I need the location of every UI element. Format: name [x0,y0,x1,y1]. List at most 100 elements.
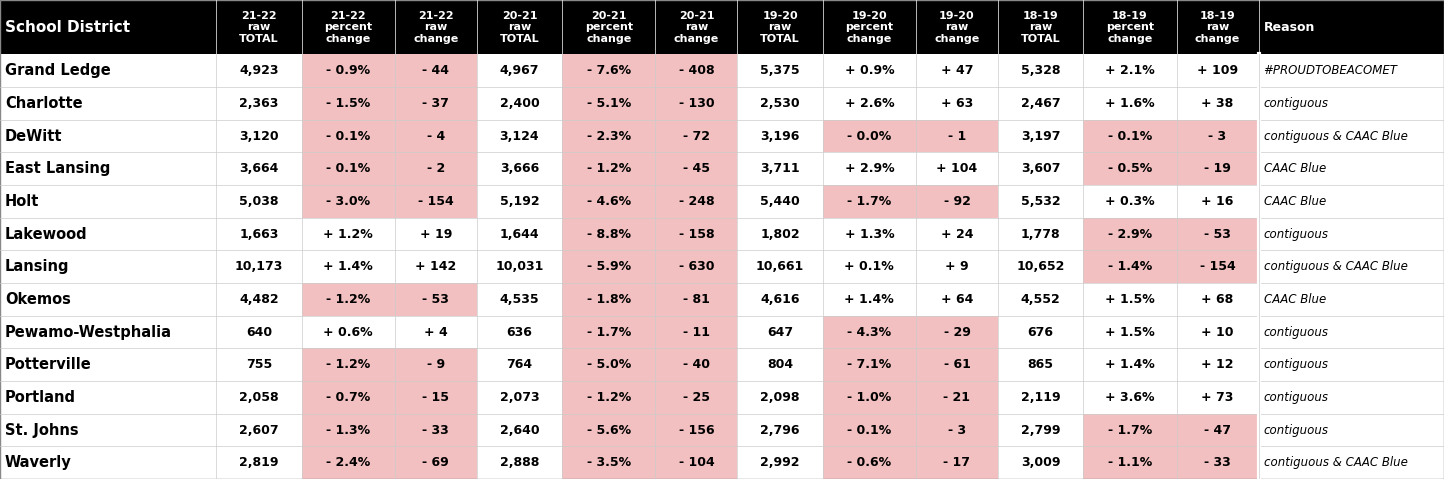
Bar [1177,446,1259,479]
Bar [1259,185,1444,218]
Text: - 47: - 47 [1204,423,1232,436]
Bar [656,446,738,479]
Text: - 53: - 53 [423,293,449,306]
Text: + 64: + 64 [941,293,973,306]
Bar [302,0,394,55]
Bar [562,0,656,55]
Bar [823,87,915,120]
Text: Pewamo-Westphalia: Pewamo-Westphalia [4,325,172,340]
Bar [1177,251,1259,283]
Bar [0,120,217,152]
Bar [394,316,477,348]
Bar [998,55,1083,87]
Bar [302,283,394,316]
Text: 2,796: 2,796 [761,423,800,436]
Text: - 1.7%: - 1.7% [848,195,891,208]
Text: + 9: + 9 [946,260,969,273]
Bar [477,348,562,381]
Text: - 81: - 81 [683,293,710,306]
Bar [1177,381,1259,414]
Bar [0,316,217,348]
Bar [656,87,738,120]
Text: Lakewood: Lakewood [4,227,88,241]
Bar [656,316,738,348]
Text: - 248: - 248 [679,195,715,208]
Bar [915,283,998,316]
Text: - 130: - 130 [679,97,715,110]
Bar [915,120,998,152]
Bar [823,381,915,414]
Bar [1083,120,1177,152]
Bar [217,316,302,348]
Text: - 33: - 33 [1204,456,1230,469]
Text: 20-21
percent
change: 20-21 percent change [585,11,632,44]
Text: - 1.1%: - 1.1% [1108,456,1152,469]
Bar [217,120,302,152]
Bar [562,87,656,120]
Bar [1259,316,1444,348]
Text: Holt: Holt [4,194,39,209]
Text: contiguous: contiguous [1264,228,1328,240]
Bar [738,283,823,316]
Text: 3,120: 3,120 [240,130,279,143]
Bar [1177,0,1259,55]
Text: + 1.4%: + 1.4% [1105,358,1155,371]
Bar [1177,87,1259,120]
Text: + 19: + 19 [420,228,452,240]
Text: 640: 640 [245,326,271,339]
Text: + 142: + 142 [416,260,456,273]
Bar [0,0,217,55]
Text: CAAC Blue: CAAC Blue [1264,195,1326,208]
Text: 804: 804 [767,358,793,371]
Bar [1259,381,1444,414]
Text: 3,664: 3,664 [240,162,279,175]
Text: + 0.9%: + 0.9% [845,64,894,77]
Bar [1259,218,1444,251]
Text: 4,482: 4,482 [240,293,279,306]
Bar [1083,446,1177,479]
Text: + 2.1%: + 2.1% [1105,64,1155,77]
Bar [394,87,477,120]
Text: 2,058: 2,058 [240,391,279,404]
Text: + 1.2%: + 1.2% [323,228,373,240]
Bar [656,152,738,185]
Text: - 45: - 45 [683,162,710,175]
Bar [1177,283,1259,316]
Text: - 29: - 29 [943,326,970,339]
Text: 2,073: 2,073 [500,391,539,404]
Bar [394,283,477,316]
Text: + 3.6%: + 3.6% [1105,391,1155,404]
Bar [562,251,656,283]
Bar [915,0,998,55]
Bar [1083,185,1177,218]
Text: 1,663: 1,663 [240,228,279,240]
Text: - 0.1%: - 0.1% [1108,130,1152,143]
Bar [656,251,738,283]
Bar [738,55,823,87]
Text: 2,400: 2,400 [500,97,539,110]
Text: - 1.2%: - 1.2% [586,162,631,175]
Bar [823,120,915,152]
Bar [217,55,302,87]
Bar [0,348,217,381]
Bar [0,251,217,283]
Text: contiguous: contiguous [1264,97,1328,110]
Text: + 1.5%: + 1.5% [1105,326,1155,339]
Bar [477,55,562,87]
Text: - 4.3%: - 4.3% [848,326,891,339]
Text: 10,173: 10,173 [235,260,283,273]
Bar [915,185,998,218]
Bar [915,446,998,479]
Text: - 53: - 53 [1204,228,1230,240]
Bar [1083,348,1177,381]
Text: - 630: - 630 [679,260,715,273]
Text: - 8.8%: - 8.8% [586,228,631,240]
Text: - 17: - 17 [943,456,970,469]
Text: - 408: - 408 [679,64,715,77]
Bar [1177,120,1259,152]
Text: - 40: - 40 [683,358,710,371]
Text: - 0.1%: - 0.1% [848,423,891,436]
Bar [302,218,394,251]
Text: + 109: + 109 [1197,64,1238,77]
Text: - 3.5%: - 3.5% [586,456,631,469]
